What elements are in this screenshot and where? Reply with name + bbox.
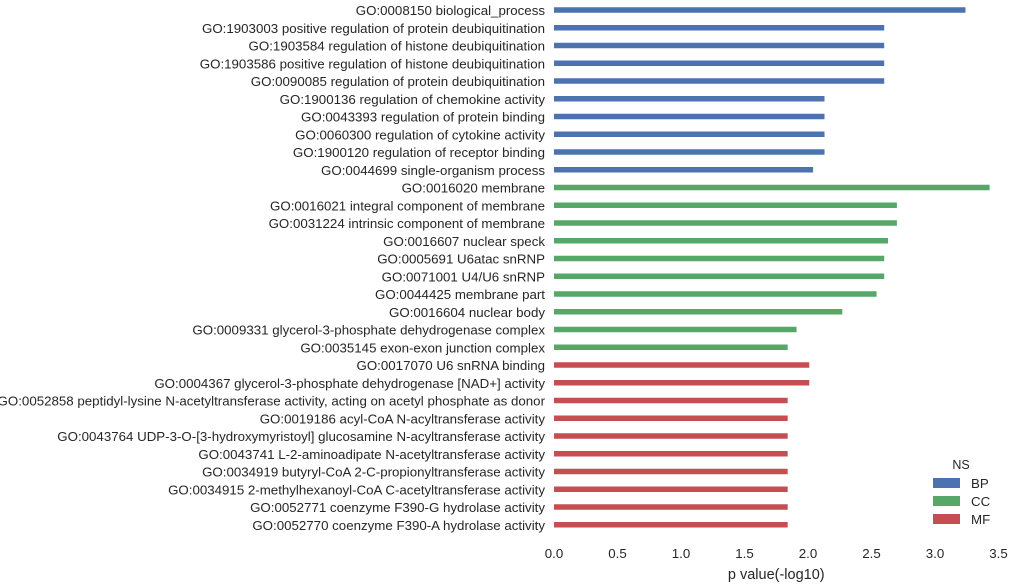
legend-title: NS [952,458,969,472]
bar-cc [554,184,990,191]
x-tick-label: 1.0 [672,546,691,561]
bar-mf [554,522,788,528]
category-label: GO:1903586 positive regulation of histon… [200,56,545,71]
bar-cc [554,220,897,226]
category-label: GO:0071001 U4/U6 snRNP [382,269,545,284]
category-label: GO:0004367 glycerol-3-phosphate dehydrog… [154,376,545,391]
legend-swatch-cc [933,496,960,506]
legend-label-cc: CC [971,494,991,509]
category-label: GO:0035145 exon-exon junction complex [300,340,545,355]
x-tick-label: 1.5 [735,546,754,561]
bar-bp [554,113,825,120]
x-tick-label: 0.5 [608,546,627,561]
category-label: GO:0009331 glycerol-3-phosphate dehydrog… [192,323,545,338]
x-tick-label: 2.0 [799,546,818,561]
bar-mf [554,468,788,475]
category-label: GO:0031224 intrinsic component of membra… [269,216,545,231]
bar-mf [554,486,788,492]
bar-cc [554,291,877,297]
category-label: GO:0043741 L-2-aminoadipate N-acetyltran… [198,447,545,462]
x-tick-label: 3.5 [989,546,1008,561]
legend: NS BP CC MF [933,458,991,527]
category-labels: GO:0008150 biological_process GO:1903003 … [0,3,546,533]
category-label: GO:0008150 biological_process [356,3,546,18]
category-label: GO:0043764 UDP-3-O-[3-hydroxymyristoyl] … [57,429,545,444]
bar-cc [554,344,788,350]
bars [554,7,990,528]
category-label: GO:0017070 U6 snRNA binding [357,358,546,373]
bar-mf [554,504,788,510]
legend-label-mf: MF [971,512,990,527]
category-label: GO:0034919 butyryl-CoA 2-C-propionyltran… [202,465,545,480]
bar-bp [554,42,885,49]
category-label: GO:1903003 positive regulation of protei… [202,21,545,36]
category-label: GO:0060300 regulation of cytokine activi… [295,127,545,142]
category-label: GO:1900120 regulation of receptor bindin… [293,145,545,160]
x-tick-label: 3.0 [926,546,945,561]
category-label: GO:1903584 regulation of histone deubiqu… [249,39,545,54]
bar-mf [554,451,788,457]
bar-bp [554,131,825,137]
category-label: GO:0052771 coenzyme F390-G hydrolase act… [250,500,545,515]
category-label: GO:0016607 nuclear speck [383,234,545,249]
category-label: GO:0052770 coenzyme F390-A hydrolase act… [252,518,545,533]
bar-cc [554,255,885,262]
bar-cc [554,309,843,315]
bar-cc [554,202,897,208]
bar-cc [554,326,797,333]
bar-mf [554,397,788,404]
bar-mf [554,433,788,439]
category-label: GO:0016020 membrane [402,181,545,196]
bar-mf [554,415,788,421]
category-label: GO:0016604 nuclear body [389,305,545,320]
bar-bp [554,25,885,31]
category-label: GO:0043393 regulation of protein binding [301,110,545,125]
bar-mf [554,380,810,386]
category-label: GO:0044425 membrane part [375,287,545,302]
category-label: GO:0005691 U6atac snRNP [377,252,545,267]
category-label: GO:0019186 acyl-CoA N-acyltransferase ac… [260,411,546,426]
legend-swatch-bp [933,478,960,488]
bar-mf [554,362,810,368]
bar-bp [554,149,825,155]
category-label: GO:0052858 peptidyl-lysine N-acetyltrans… [0,394,546,409]
category-label: GO:1900136 regulation of chemokine activ… [280,92,546,107]
x-axis-title: p value(-log10) [728,567,825,583]
x-tick-label: 0.0 [545,546,564,561]
category-label: GO:0044699 single-organism process [321,163,545,178]
legend-swatch-mf [933,514,960,524]
bar-bp [554,60,885,66]
x-tick-label: 2.5 [862,546,881,561]
bar-bp [554,7,966,13]
category-label: GO:0090085 regulation of protein deubiqu… [251,74,545,89]
bar-bp [554,96,825,102]
x-axis-ticks: 0.0 0.5 1.0 1.5 2.0 2.5 3.0 3.5 [545,546,1008,561]
bar-bp [554,167,814,173]
bar-cc [554,238,889,244]
category-label: GO:0034915 2-methylhexanoyl-CoA C-acetyl… [168,482,545,497]
bar-bp [554,78,885,84]
legend-label-bp: BP [971,476,989,491]
category-label: GO:0016021 integral component of membran… [270,198,545,213]
bar-cc [554,273,885,279]
